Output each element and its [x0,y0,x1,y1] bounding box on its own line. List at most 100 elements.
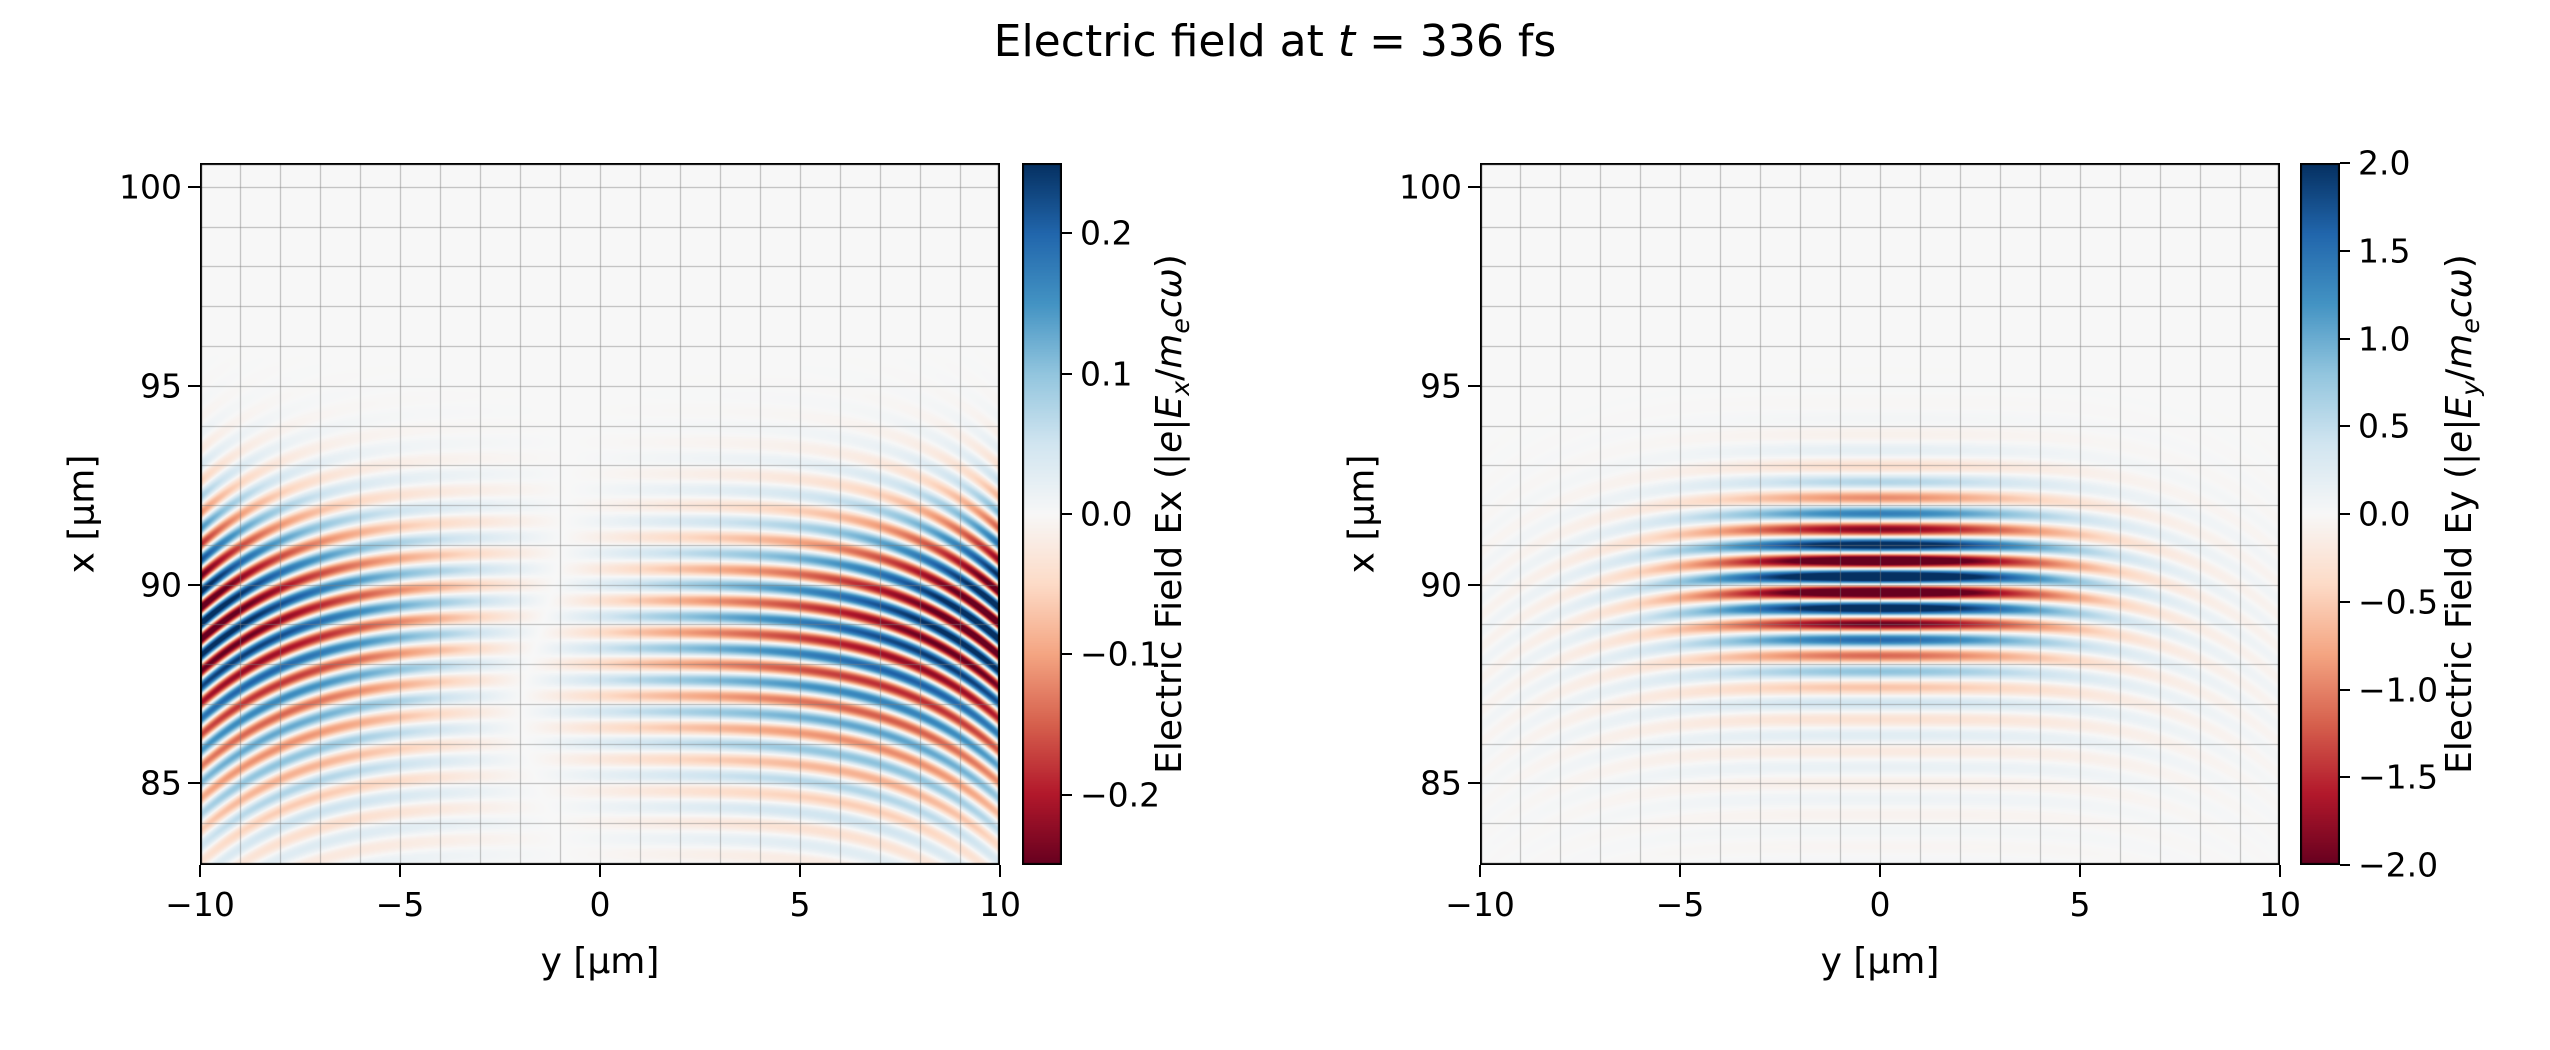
y-tick-mark [188,583,200,586]
x-tick-label: −5 [1655,885,1705,924]
colorbar-tick-label: 0.0 [2358,494,2411,534]
subplot-ex: −10 −5 0 5 10 85 90 95 100 y [μm] x [μm] [62,163,1021,982]
colorbar-tick-label: −0.1 [1080,634,1161,674]
x-tick-mark [199,865,201,877]
y-tick-label: 85 [140,763,182,803]
x-tick-mark [2079,865,2081,877]
colorbar-tick-mark [2340,337,2350,340]
colorbar-tick-mark [1062,232,1072,235]
colorbar-label-part: / [2439,368,2481,381]
colorbar-label-part: e [2439,430,2481,453]
x-tick-mark [1479,865,1481,877]
colorbar-label-part: e [1149,430,1191,453]
ex-colorbar-canvas [1022,163,1062,865]
ey-ylabel: x [μm] [1341,454,1383,574]
ex-xlabel: y [μm] [540,941,660,982]
x-tick-mark [999,865,1001,877]
colorbar-label-part: ) [1149,254,1191,269]
colorbar-label-part: c [2439,298,2481,319]
ex-heatmap-canvas [200,163,1000,865]
colorbar-label-part: E [2439,395,2481,419]
x-tick-label: −10 [1445,885,1515,924]
y-tick-label: 95 [1420,366,1462,406]
colorbar-label-part: c [1149,298,1191,319]
colorbar-label-part: Electric Field Ex (| [1149,452,1191,774]
colorbar-label-part: | [2439,418,2481,431]
x-tick-label: 5 [2069,885,2091,924]
x-tick-mark [399,865,401,877]
colorbar-tick-label: 1.0 [2358,319,2411,358]
ex-colorbar-label: Electric Field Ex (|e|Ex/mecω) [1149,254,1195,774]
colorbar-tick-mark [2340,513,2350,515]
colorbar-tick-mark [2340,600,2350,603]
x-tick-label: 10 [2259,885,2301,924]
colorbar-tick-label: 0.1 [1080,354,1133,394]
colorbar-label-part: ω [2439,268,2481,299]
x-tick-mark [1679,865,1681,877]
colorbar-tick-label: 0.2 [1080,213,1133,253]
subplot-ey: −10 −5 0 5 10 85 90 95 100 y [μm] x [μm] [1342,163,2301,982]
x-tick-label: 0 [589,885,611,924]
x-tick-mark [1879,865,1881,877]
x-tick-mark [799,865,801,877]
y-tick-mark [188,384,200,387]
colorbar-tick-label: 0.0 [1080,494,1133,534]
colorbar-tick-mark [2340,688,2350,691]
colorbar-tick-mark [2340,776,2350,779]
y-tick-mark [1468,782,1480,785]
colorbar-label-part: e [2455,318,2485,334]
colorbar-label-part: m [1149,333,1191,369]
x-tick-label: 5 [789,885,811,924]
ey-colorbar: 2.0 1.5 1.0 0.5 0.0 −0.5 −1.0 −1.5 −2.0 Electric… [2300,144,2485,885]
colorbar-tick-label: −0.5 [2358,582,2439,622]
x-tick-mark [2279,865,2281,877]
figure-title-part: t [1337,16,1356,67]
ex-ylabel: x [μm] [61,454,103,574]
ex-colorbar: 0.2 0.1 0.0 −0.1 −0.2 Electric Field Ex (|e|… [1022,163,1195,865]
y-tick-label: 85 [1420,763,1462,803]
colorbar-label-part: e [1165,318,1195,334]
colorbar-label-part: ) [2439,254,2481,269]
colorbar-tick-label: −2.0 [2358,845,2439,885]
y-tick-label: 100 [119,167,182,207]
colorbar-tick-label: 2.0 [2358,143,2411,183]
ey-xlabel: y [μm] [1820,941,1940,982]
y-tick-label: 100 [1399,167,1462,207]
y-tick-mark [188,185,200,188]
colorbar-tick-mark [1062,513,1072,515]
colorbar-label-part: | [1149,418,1191,431]
colorbar-tick-mark [1062,372,1072,375]
colorbar-tick-mark [2340,249,2350,252]
x-tick-mark [599,865,601,877]
colorbar-label-part: m [2439,333,2481,369]
colorbar-tick-label: −1.5 [2358,757,2439,797]
colorbar-tick-label: −0.2 [1080,775,1161,815]
colorbar-tick-label: 0.5 [2358,406,2411,446]
y-tick-mark [188,782,200,785]
ey-colorbar-canvas [2300,163,2340,865]
x-tick-label: 0 [1869,885,1891,924]
colorbar-tick-mark [2340,162,2350,164]
colorbar-tick-label: 1.5 [2358,231,2411,271]
y-tick-mark [1468,384,1480,387]
x-tick-label: −10 [165,885,235,924]
y-tick-mark [1468,583,1480,586]
colorbar-label-part: y [2455,380,2485,396]
x-tick-label: −5 [375,885,425,924]
colorbar-tick-mark [1062,653,1072,656]
colorbar-tick-mark [2340,425,2350,428]
colorbar-tick-mark [1062,793,1072,796]
y-tick-label: 90 [140,565,182,605]
colorbar-label-part: ω [1149,268,1191,299]
colorbar-label-part: Electric Field Ey (| [2439,452,2481,774]
colorbar-tick-label: −1.0 [2358,670,2439,709]
x-tick-label: 10 [979,885,1021,924]
ey-colorbar-label: Electric Field Ey (|e|Ey/mecω) [2439,254,2485,774]
y-tick-label: 95 [140,366,182,406]
figure-title-part: Electric field at [993,16,1338,67]
y-tick-mark [1468,185,1480,188]
ey-heatmap-canvas [1480,163,2280,865]
colorbar-label-part: / [1149,368,1191,381]
figure-title-part: = 336 fs [1355,16,1557,67]
